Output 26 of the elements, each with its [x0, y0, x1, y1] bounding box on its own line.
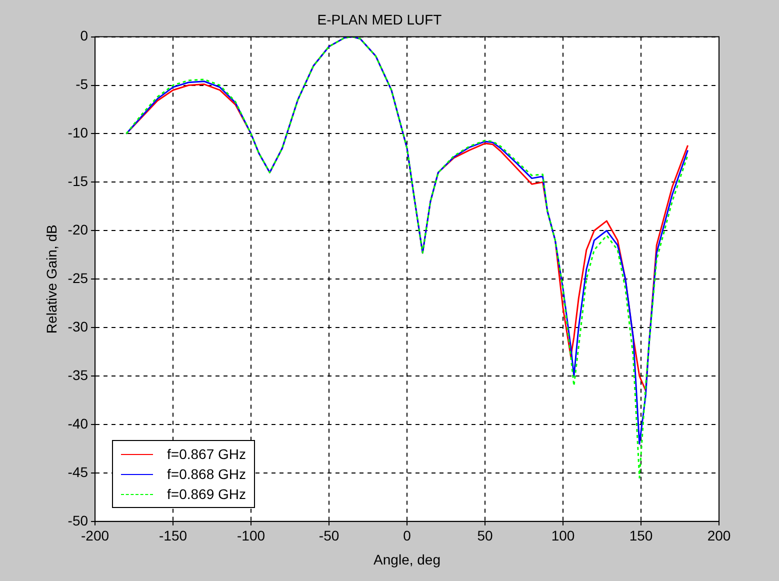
y-tick-label: -35 [68, 366, 88, 383]
y-tick-label: -45 [68, 464, 88, 480]
x-tick-label: 200 [707, 528, 731, 544]
y-tick-label: -40 [68, 415, 88, 432]
legend-label: f=0.869 GHz [167, 486, 246, 502]
legend-label: f=0.867 GHz [167, 446, 246, 462]
x-tick-label: 50 [477, 528, 494, 544]
x-tick-label: -100 [237, 528, 266, 544]
x-tick-label: 150 [629, 528, 653, 544]
x-tick-label: 0 [403, 528, 412, 544]
x-tick-label: -50 [318, 528, 340, 544]
y-axis-title: Relative Gain, dB [43, 224, 60, 334]
y-tick-label: -5 [76, 76, 88, 92]
y-tick-label: -20 [68, 222, 88, 238]
y-tick-label: -10 [68, 124, 88, 141]
y-tick-label: -15 [68, 173, 88, 190]
y-tick-label: -50 [68, 512, 88, 528]
y-tick-label: -30 [68, 318, 88, 334]
x-axis-title: Angle, deg [374, 551, 440, 568]
x-tick-label: 100 [551, 528, 575, 544]
x-tick-label: -150 [159, 528, 188, 544]
legend-label: f=0.868 GHz [167, 466, 246, 482]
y-tick-label: -25 [68, 270, 88, 286]
x-tick-label: -200 [81, 528, 110, 544]
chart-title: E-PLAN MED LUFT [317, 11, 442, 28]
y-tick-label: 0 [80, 28, 88, 44]
